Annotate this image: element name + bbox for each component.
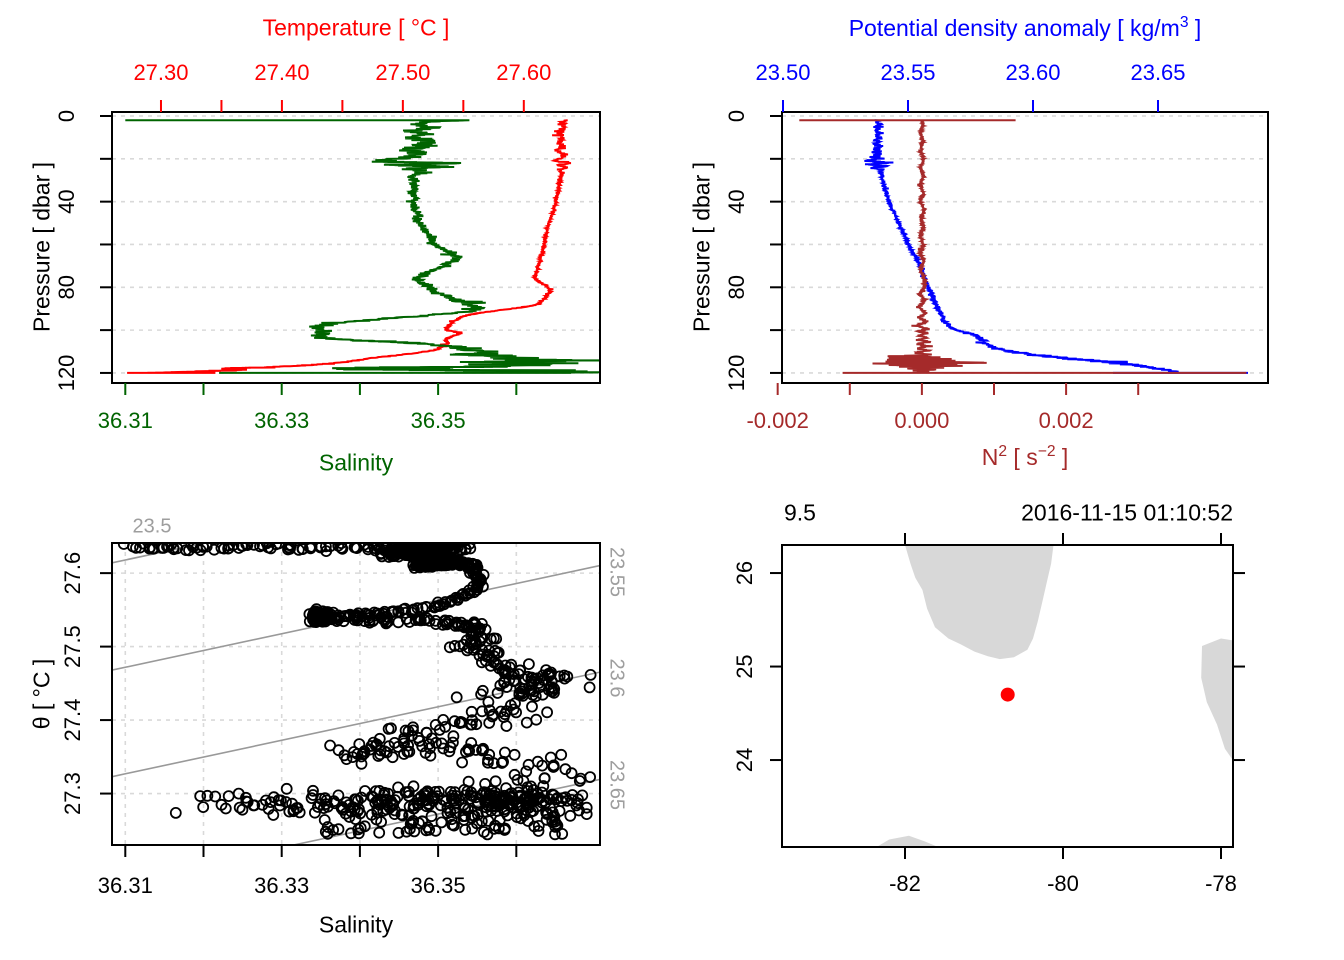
n2-title-sup2: −2 [1037, 443, 1056, 461]
profile-ts-panel [112, 115, 600, 374]
n2-title-close: ] [1055, 443, 1069, 470]
tick-label: 120 [54, 355, 79, 392]
tick-label: 0 [54, 110, 79, 122]
n2-curve [799, 119, 1247, 374]
tick-label: 0.002 [1039, 408, 1094, 433]
tick-label: 0.000 [894, 408, 949, 433]
n2-axis-title: N2 [ s−2 ] [982, 443, 1069, 471]
tick-label: 23.60 [1005, 60, 1060, 85]
density-title-text: Potential density anomaly [ kg/m [848, 14, 1180, 41]
salinity-axis-title-bottom: Salinity [318, 911, 394, 938]
tick-label: 26 [732, 561, 757, 585]
tick-label: 27.40 [254, 60, 309, 85]
density-title-close: ] [1188, 14, 1202, 41]
tick-label: 27.5 [60, 625, 85, 668]
isopycnal-label-23-5: 23.5 [132, 515, 172, 538]
tick-label: 36.33 [254, 873, 309, 898]
isopycnal-label-23-55: 23.55 [605, 546, 628, 598]
n2-title-mid: [ s [1007, 443, 1038, 470]
station-marker [1000, 687, 1015, 702]
tick-label: 23.55 [880, 60, 935, 85]
isopycnal-label-23-65: 23.65 [605, 759, 628, 811]
tick-label: -82 [889, 871, 921, 896]
tick-label: 27.50 [375, 60, 430, 85]
salinity-curve [125, 119, 600, 374]
ts-diagram-box [111, 542, 601, 846]
bahama-land [1201, 638, 1233, 760]
map-box [781, 544, 1234, 848]
tick-label: 40 [724, 189, 749, 213]
n2-title-base: N [981, 443, 999, 470]
temperature-axis-title: Temperature [ °C ] [262, 14, 450, 41]
tick-label: -80 [1047, 871, 1079, 896]
tick-label: 0 [724, 110, 749, 122]
tick-label: 23.50 [755, 60, 810, 85]
profile-density-box [781, 111, 1269, 384]
ts-points [117, 543, 597, 841]
sigma-curve [864, 119, 1248, 374]
tick-label: 24 [732, 748, 757, 772]
tick-label: 27.30 [133, 60, 188, 85]
pressure-axis-title-right: Pressure [ dbar ] [688, 161, 715, 333]
tick-label: 36.31 [98, 408, 153, 433]
tick-label: 23.65 [1130, 60, 1185, 85]
pressure-axis-title-left: Pressure [ dbar ] [28, 161, 55, 333]
isopycnal-label-23-6: 23.6 [605, 658, 628, 698]
profile-ts-axes: 27.30 27.40 27.50 27.60 36.31 36.33 36.35 0 40 80… [54, 60, 551, 433]
theta-axis-title: θ [ °C ] [28, 658, 55, 730]
tick-label: 27.3 [60, 772, 85, 815]
tick-label: 36.33 [254, 408, 309, 433]
tick-label: -78 [1205, 871, 1237, 896]
map-land [876, 545, 1233, 847]
cuba-land [876, 835, 939, 847]
tick-label: 80 [54, 275, 79, 299]
profile-density-axes: 23.50 23.55 23.60 23.65 -0.002 0.000 0.002 0 40 8… [724, 60, 1186, 433]
tick-label: 120 [724, 355, 749, 392]
florida-land [905, 545, 1054, 660]
tick-label: 27.60 [496, 60, 551, 85]
density-title-sup: 3 [1179, 14, 1189, 32]
temperature-curve [127, 119, 572, 374]
tick-label: -0.002 [746, 408, 808, 433]
tick-label: 36.35 [411, 873, 466, 898]
ts-diagram-axes: 36.31 36.33 36.35 27.3 27.4 27.5 27.6 [60, 552, 518, 898]
profile-ts-box [111, 111, 601, 384]
tick-label: 27.6 [60, 552, 85, 595]
map-title-left: 9.5 [784, 499, 816, 526]
n2-title-sup: 2 [998, 443, 1008, 461]
map-axes: -82 -80 -78 26 25 24 [732, 533, 1245, 896]
tick-label: 40 [54, 189, 79, 213]
map-title-timestamp: 2016-11-15 01:10:52 [1021, 499, 1233, 526]
tick-label: 80 [724, 275, 749, 299]
tick-label: 27.4 [60, 699, 85, 742]
salinity-axis-title-top: Salinity [318, 449, 394, 476]
tick-label: 36.31 [98, 873, 153, 898]
tick-label: 36.35 [411, 408, 466, 433]
profile-density-panel [782, 115, 1268, 374]
tick-label: 25 [732, 654, 757, 678]
density-axis-title: Potential density anomaly [ kg/m3 ] [849, 14, 1202, 42]
